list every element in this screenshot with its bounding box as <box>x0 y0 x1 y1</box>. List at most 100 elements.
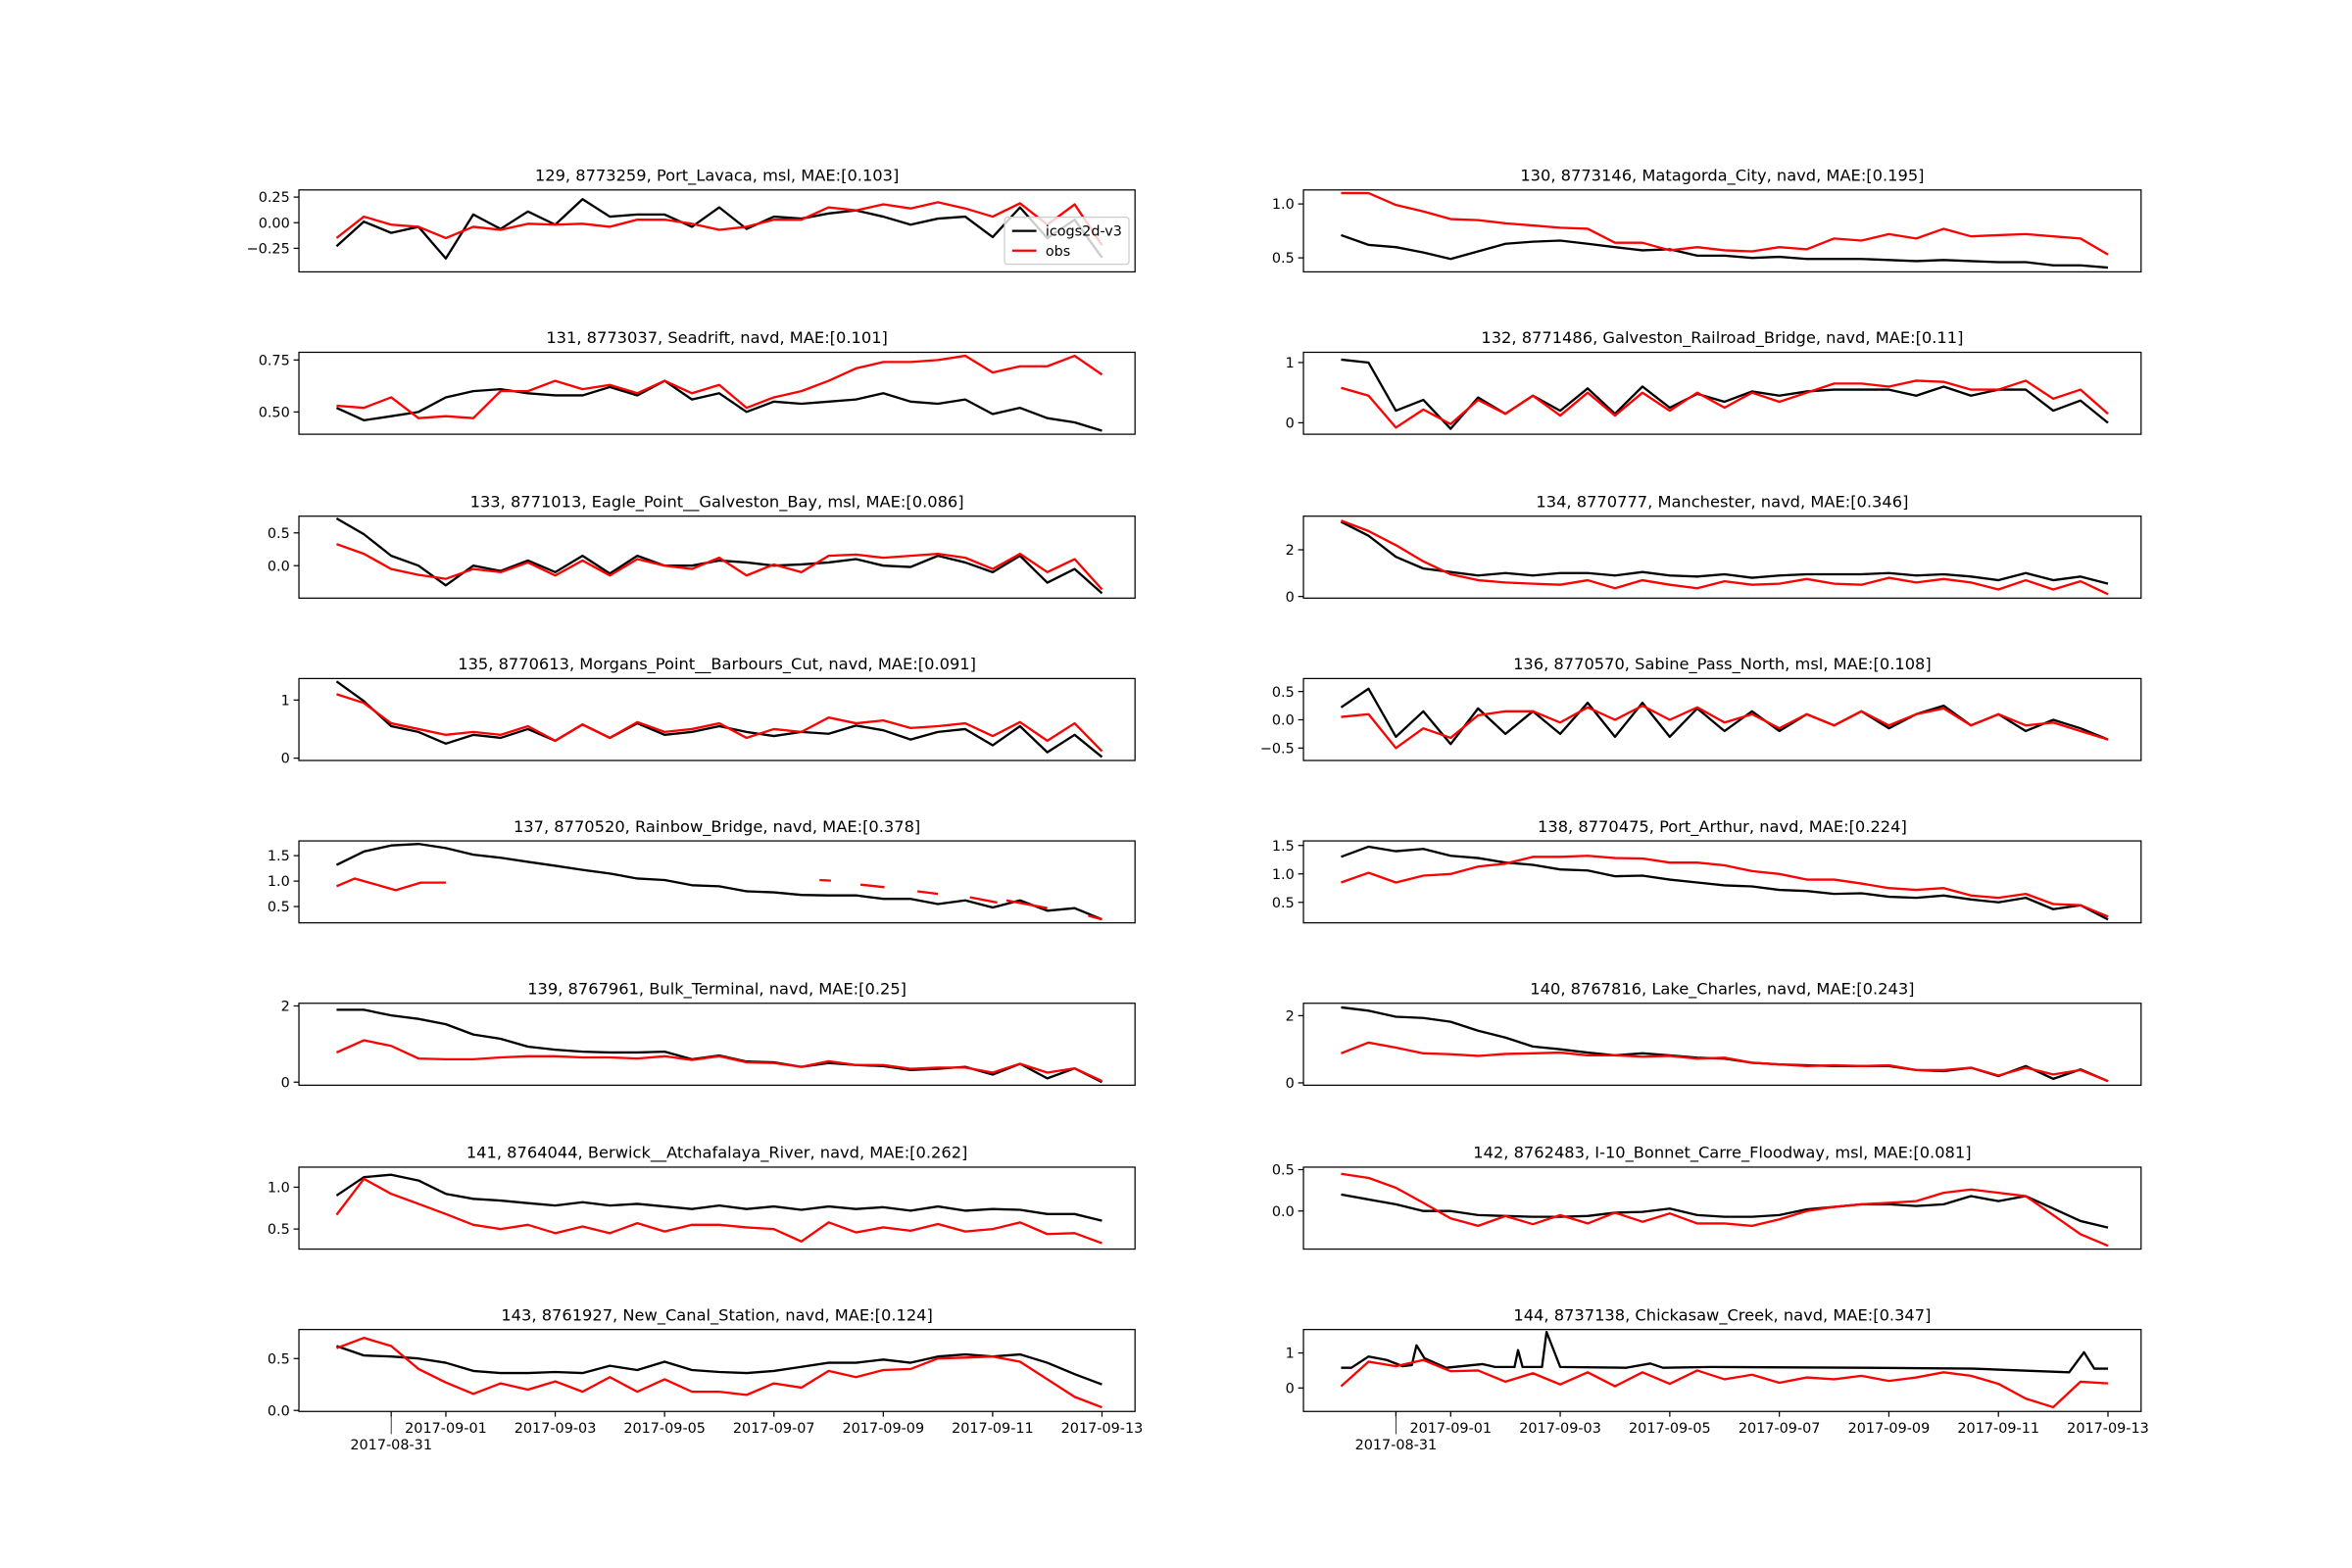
subplot: 143, 8761927, New_Canal_Station, navd, M… <box>268 1305 1143 1453</box>
y-tick-label: 0.50 <box>259 405 290 420</box>
x-tick-label: 2017-09-01 <box>1409 1421 1492 1437</box>
y-tick-label: 1 <box>1286 356 1295 371</box>
model-series-line <box>335 379 1102 432</box>
obs-series-line <box>1341 379 2109 429</box>
x-tick-label: 2017-09-05 <box>1629 1421 1711 1437</box>
obs-series-line <box>1341 191 2109 256</box>
subplot-title: 131, 8773037, Seadrift, navd, MAE:[0.101… <box>546 328 888 347</box>
y-tick-label: 0.0 <box>268 559 290 574</box>
axes-frame <box>1302 840 2142 924</box>
y-tick-label: 1.5 <box>1272 839 1295 855</box>
obs-series-line <box>1088 914 1102 921</box>
x-tick-label: 2017-08-31 <box>350 1438 432 1453</box>
subplot: 141, 8764044, Berwick__Atchafalaya_River… <box>268 1144 1136 1250</box>
obs-series-line <box>336 354 1103 419</box>
x-tick-label: 2017-09-07 <box>1739 1421 1821 1437</box>
axes-frame <box>298 677 1136 761</box>
y-tick-label: 0.5 <box>268 900 290 915</box>
subplot: 131, 8773037, Seadrift, navd, MAE:[0.101… <box>259 328 1136 435</box>
obs-series-line <box>335 1177 1102 1245</box>
obs-series-line <box>1341 519 2109 596</box>
subplot: 134, 8770777, Manchester, navd, MAE:[0.3… <box>1286 492 2142 606</box>
axes-frame <box>298 1166 1136 1250</box>
y-tick-label: 0.5 <box>1272 685 1295 701</box>
model-series-line <box>1340 520 2109 585</box>
y-tick-label: 0 <box>1286 1076 1295 1092</box>
y-tick-label: 0.0 <box>1272 713 1295 729</box>
model-series-line <box>1341 1330 2109 1374</box>
subplot-title: 143, 8761927, New_Canal_Station, navd, M… <box>501 1305 933 1325</box>
obs-series-line <box>335 201 1103 246</box>
obs-series-line <box>819 878 831 882</box>
legend-label: obs <box>1046 244 1070 260</box>
subplot-title: 135, 8770613, Morgans_Point__Barbours_Cu… <box>458 655 976 674</box>
model-series-line <box>335 198 1103 260</box>
y-tick-label: 0.5 <box>268 1351 290 1367</box>
y-tick-label: 0.5 <box>268 526 290 542</box>
model-series-line <box>335 680 1103 759</box>
subplot-title: 136, 8770570, Sabine_Pass_North, msl, MA… <box>1513 655 1932 674</box>
subplot: 140, 8767816, Lake_Charles, navd, MAE:[0… <box>1286 979 2142 1092</box>
subplot: 142, 8762483, I-10_Bonnet_Carre_Floodway… <box>1272 1144 2142 1250</box>
y-tick-label: 0 <box>281 752 290 767</box>
axes-frame <box>298 1329 1136 1412</box>
x-tick-label: 2017-09-03 <box>1519 1421 1601 1437</box>
axes-frame <box>1302 351 2142 435</box>
subplot-title: 141, 8764044, Berwick__Atchafalaya_River… <box>466 1144 968 1163</box>
x-tick-label: 2017-09-13 <box>1061 1421 1144 1437</box>
axes-frame <box>1302 1329 2142 1412</box>
y-tick-label: 1 <box>281 693 290 709</box>
axes-frame <box>298 515 1136 599</box>
obs-series-line <box>336 543 1103 591</box>
y-tick-label: 1.0 <box>1272 197 1295 213</box>
subplot: 133, 8771013, Eagle_Point__Galveston_Bay… <box>268 492 1136 599</box>
subplot-title: 142, 8762483, I-10_Bonnet_Carre_Floodway… <box>1473 1144 1971 1163</box>
y-tick-label: −0.5 <box>1260 741 1295 757</box>
subplot-title: 134, 8770777, Manchester, navd, MAE:[0.3… <box>1536 492 1908 511</box>
model-series-line <box>1341 845 2109 921</box>
y-tick-label: 0 <box>1286 416 1295 432</box>
axes-frame <box>298 351 1136 435</box>
axes-frame <box>1302 677 2142 761</box>
model-series-line <box>1341 233 2109 270</box>
obs-series-line <box>917 890 939 896</box>
y-tick-label: 1.0 <box>1272 867 1295 883</box>
y-tick-label: 0.25 <box>259 190 290 206</box>
x-tick-label: 2017-08-31 <box>1355 1438 1438 1453</box>
x-tick-label: 2017-09-11 <box>1957 1421 2039 1437</box>
y-tick-label: 0.5 <box>1272 251 1295 267</box>
obs-series-line <box>336 1336 1102 1409</box>
y-tick-label: 0 <box>1286 1381 1295 1396</box>
subplot: 137, 8770520, Rainbow_Bridge, navd, MAE:… <box>268 817 1136 924</box>
x-tick-label: 2017-09-11 <box>952 1421 1034 1437</box>
legend-label: icogs2d-v3 <box>1046 224 1122 240</box>
subplot-title: 132, 8771486, Galveston_Railroad_Bridge,… <box>1481 328 1963 348</box>
x-tick-label: 2017-09-09 <box>842 1421 924 1437</box>
y-tick-label: 0 <box>281 1075 290 1091</box>
subplot: 139, 8767961, Bulk_Terminal, navd, MAE:[… <box>281 979 1136 1091</box>
x-tick-label: 2017-09-07 <box>733 1421 815 1437</box>
obs-series-line <box>1341 704 2109 750</box>
subplots: 129, 8773259, Port_Lavaca, msl, MAE:[0.1… <box>247 167 2149 1453</box>
obs-series-line <box>1341 1041 2109 1083</box>
axes-frame <box>1302 1003 2142 1086</box>
y-tick-label: 0.0 <box>1272 1204 1295 1220</box>
obs-series-line <box>969 896 998 905</box>
subplot: 144, 8737138, Chickasaw_Creek, navd, MAE… <box>1286 1305 2149 1453</box>
subplot: 135, 8770613, Morgans_Point__Barbours_Cu… <box>281 655 1136 767</box>
subplot-title: 140, 8767816, Lake_Charles, navd, MAE:[0… <box>1530 979 1914 999</box>
obs-series-line <box>335 877 446 892</box>
subplot: 130, 8773146, Matagorda_City, navd, MAE:… <box>1272 167 2142 273</box>
y-tick-label: 2 <box>281 1000 290 1015</box>
subplot: 129, 8773259, Port_Lavaca, msl, MAE:[0.1… <box>247 167 1136 273</box>
axes-frame <box>1302 1166 2142 1250</box>
obs-series-line <box>1005 899 1048 909</box>
subplot: 136, 8770570, Sabine_Pass_North, msl, MA… <box>1260 655 2142 761</box>
obs-series-line <box>1341 1172 2109 1248</box>
obs-series-line <box>1340 1358 2109 1409</box>
y-tick-label: 0.5 <box>268 1222 290 1238</box>
subplot-title: 144, 8737138, Chickasaw_Creek, navd, MAE… <box>1513 1305 1931 1325</box>
axes-frame <box>1302 515 2142 599</box>
y-tick-label: 0.0 <box>268 1403 290 1419</box>
